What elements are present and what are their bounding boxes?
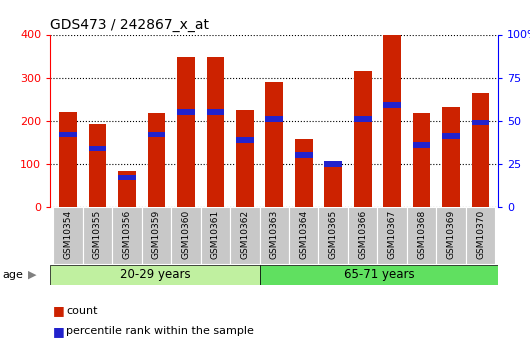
Bar (54, 207, 83, 264)
Text: GSM10363: GSM10363 (270, 210, 279, 259)
Bar (295, 152, 313, 158)
Text: GSM10362: GSM10362 (240, 210, 249, 259)
Bar (383, 35, 401, 207)
Bar (266, 116, 283, 122)
Bar (59, 132, 77, 137)
Bar (89, 146, 107, 151)
Text: ▶: ▶ (28, 270, 36, 279)
Text: ■: ■ (53, 304, 65, 317)
Text: GSM10361: GSM10361 (211, 210, 220, 259)
Bar (236, 137, 254, 142)
Bar (177, 57, 195, 207)
Text: GSM10355: GSM10355 (93, 210, 102, 259)
Bar (230, 207, 260, 264)
Text: GDS473 / 242867_x_at: GDS473 / 242867_x_at (50, 18, 209, 32)
Bar (118, 175, 136, 180)
Bar (171, 207, 201, 264)
Bar (436, 207, 466, 264)
Bar (260, 265, 498, 285)
Bar (413, 113, 430, 207)
Bar (50, 265, 260, 285)
Text: 20-29 years: 20-29 years (120, 268, 190, 281)
Bar (112, 207, 142, 264)
Bar (83, 207, 112, 264)
Bar (377, 207, 407, 264)
Bar (177, 109, 195, 115)
Text: GSM10364: GSM10364 (299, 210, 308, 259)
Bar (289, 207, 319, 264)
Bar (236, 110, 254, 207)
Text: GSM10368: GSM10368 (417, 210, 426, 259)
Bar (207, 57, 224, 207)
Bar (354, 71, 372, 207)
Text: count: count (66, 306, 98, 315)
Bar (466, 207, 495, 264)
Text: age: age (3, 270, 23, 279)
Bar (295, 139, 313, 207)
Text: GSM10367: GSM10367 (387, 210, 396, 259)
Bar (89, 124, 107, 207)
Text: GSM10359: GSM10359 (152, 210, 161, 259)
Bar (266, 81, 283, 207)
Text: GSM10354: GSM10354 (64, 210, 73, 259)
Bar (324, 161, 342, 167)
Bar (442, 134, 460, 139)
Bar (324, 164, 342, 207)
Bar (142, 207, 171, 264)
Text: GSM10366: GSM10366 (358, 210, 367, 259)
Bar (207, 109, 224, 115)
Text: GSM10365: GSM10365 (329, 210, 338, 259)
Text: GSM10369: GSM10369 (447, 210, 456, 259)
Text: GSM10356: GSM10356 (122, 210, 131, 259)
Bar (201, 207, 230, 264)
Bar (354, 116, 372, 122)
Text: GSM10370: GSM10370 (476, 210, 485, 259)
Bar (147, 132, 165, 137)
Bar (59, 112, 77, 207)
Bar (407, 207, 436, 264)
Bar (319, 207, 348, 264)
Bar (260, 207, 289, 264)
Bar (118, 171, 136, 207)
Bar (442, 107, 460, 207)
Bar (383, 102, 401, 108)
Text: ■: ■ (53, 325, 65, 338)
Text: percentile rank within the sample: percentile rank within the sample (66, 326, 254, 336)
Bar (413, 142, 430, 148)
Bar (147, 113, 165, 207)
Bar (472, 120, 489, 125)
Text: 65-71 years: 65-71 years (343, 268, 414, 281)
Text: GSM10360: GSM10360 (181, 210, 190, 259)
Bar (348, 207, 377, 264)
Bar (472, 93, 489, 207)
